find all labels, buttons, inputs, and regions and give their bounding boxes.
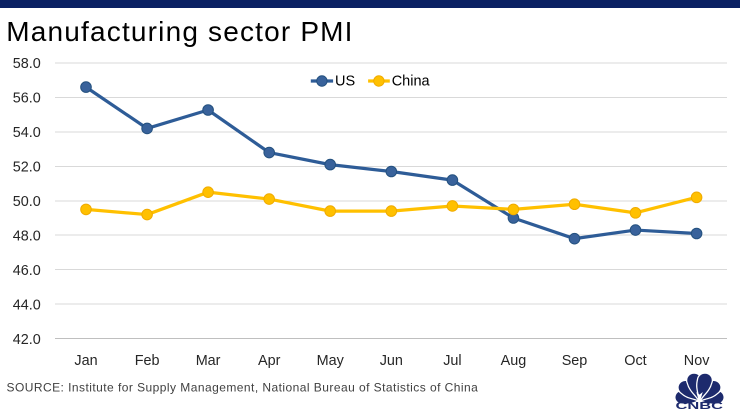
svg-text:China: China xyxy=(392,74,431,90)
svg-text:CNBC: CNBC xyxy=(676,401,724,412)
svg-text:Manufacturing sector PMI: Manufacturing sector PMI xyxy=(6,16,353,47)
svg-text:48.0: 48.0 xyxy=(13,228,41,244)
svg-text:58.0: 58.0 xyxy=(13,56,41,72)
svg-text:Nov: Nov xyxy=(684,353,710,369)
svg-text:52.0: 52.0 xyxy=(13,160,41,176)
svg-text:56.0: 56.0 xyxy=(13,91,41,107)
svg-text:Jun: Jun xyxy=(380,353,403,369)
svg-text:46.0: 46.0 xyxy=(13,263,41,279)
svg-text:44.0: 44.0 xyxy=(13,297,41,313)
svg-text:Mar: Mar xyxy=(196,353,221,369)
svg-text:Jan: Jan xyxy=(74,353,97,369)
svg-text:SOURCE: Institute for Supply M: SOURCE: Institute for Supply Management,… xyxy=(7,380,479,394)
svg-text:US: US xyxy=(335,74,355,90)
svg-text:50.0: 50.0 xyxy=(13,194,41,210)
svg-text:Oct: Oct xyxy=(624,353,646,369)
svg-text:Aug: Aug xyxy=(501,353,527,369)
svg-text:54.0: 54.0 xyxy=(13,125,41,141)
svg-text:42.0: 42.0 xyxy=(13,332,41,348)
svg-text:Jul: Jul xyxy=(443,353,461,369)
svg-text:Sep: Sep xyxy=(562,353,588,369)
svg-text:Apr: Apr xyxy=(258,353,281,369)
svg-text:Feb: Feb xyxy=(135,353,160,369)
svg-text:May: May xyxy=(317,353,345,369)
